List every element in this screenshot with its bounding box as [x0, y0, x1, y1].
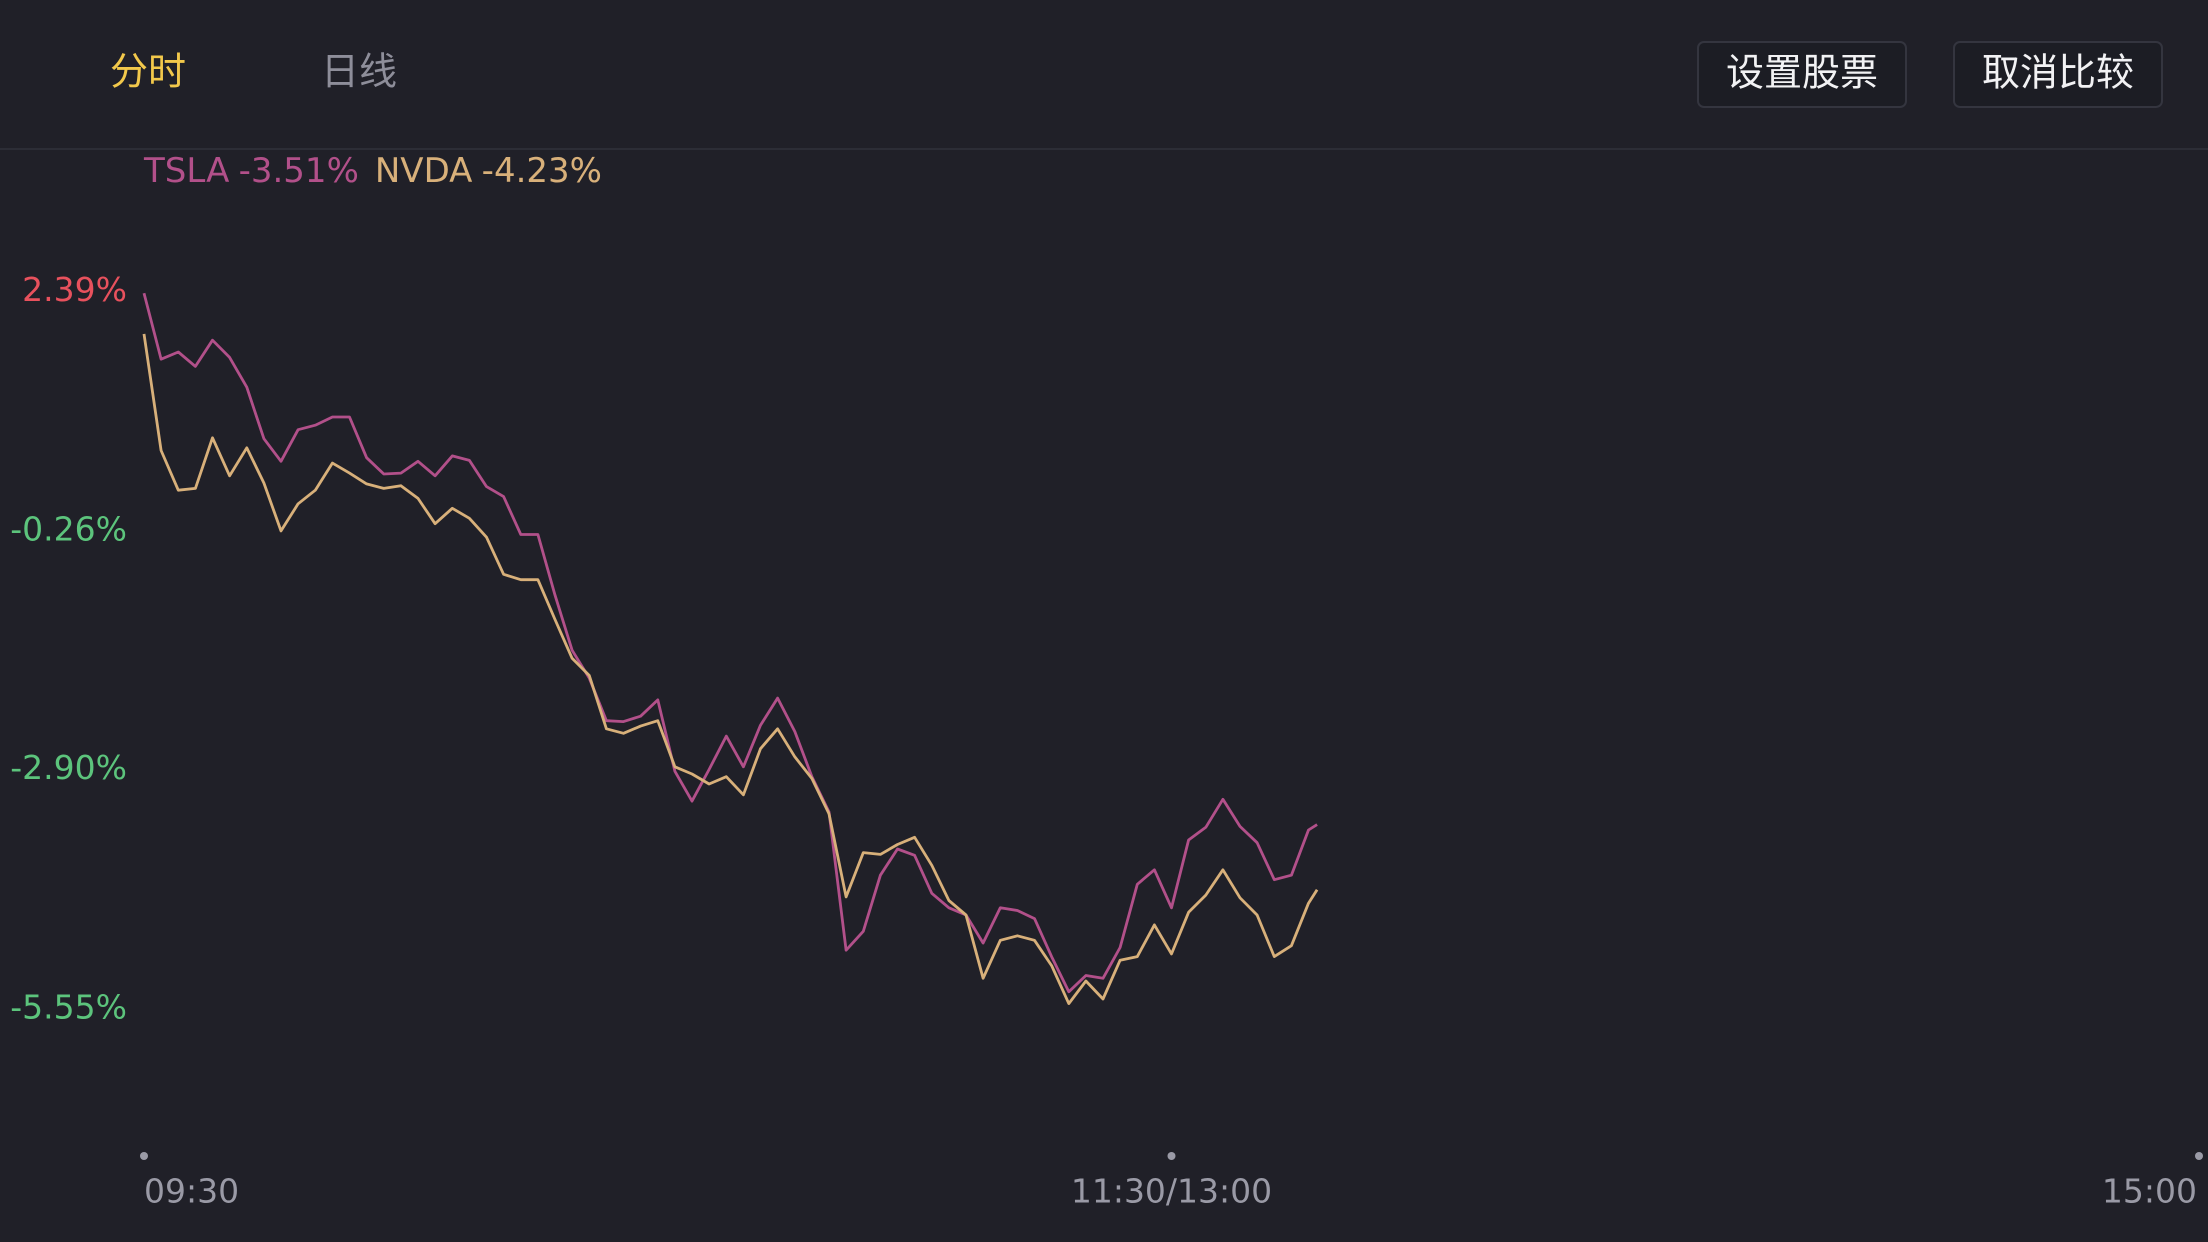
button-box[interactable] — [1697, 41, 1907, 108]
legend-name: NVDA — [375, 151, 472, 191]
legend-name: TSLA — [143, 151, 229, 191]
y-tick-label: -2.90% — [10, 748, 127, 787]
y-tick-label: -5.55% — [10, 987, 127, 1026]
x-tick-label: 11:30/13:00 — [1071, 1172, 1272, 1211]
cancel-compare-button[interactable]: 取消比较 — [1953, 41, 2163, 108]
x-tick-dot — [1167, 1152, 1176, 1160]
x-tick-dot — [140, 1152, 148, 1160]
legend-change: -3.51% — [239, 151, 359, 191]
button-label[interactable]: 取消比较 — [1982, 51, 2134, 95]
y-tick-label: 2.39% — [22, 270, 127, 309]
button-box[interactable] — [1953, 41, 2163, 108]
series-line — [142, 292, 1318, 994]
set-stock-button[interactable]: 设置股票 — [1697, 41, 1907, 108]
x-tick-label: 15:00 — [2102, 1172, 2197, 1211]
x-tick-dot — [2195, 1152, 2203, 1160]
legend: TSLA -3.51% NVDA -4.23% — [143, 151, 602, 191]
x-tick-label: 09:30 — [144, 1172, 239, 1211]
button-label[interactable]: 设置股票 — [1726, 51, 1878, 95]
y-tick-label: -0.26% — [10, 509, 127, 548]
legend-change: -4.23% — [482, 151, 602, 191]
tab-daily[interactable]: 日线 — [321, 50, 397, 94]
series-line — [142, 333, 1319, 1005]
tab-intraday[interactable]: 分时 — [110, 50, 186, 94]
